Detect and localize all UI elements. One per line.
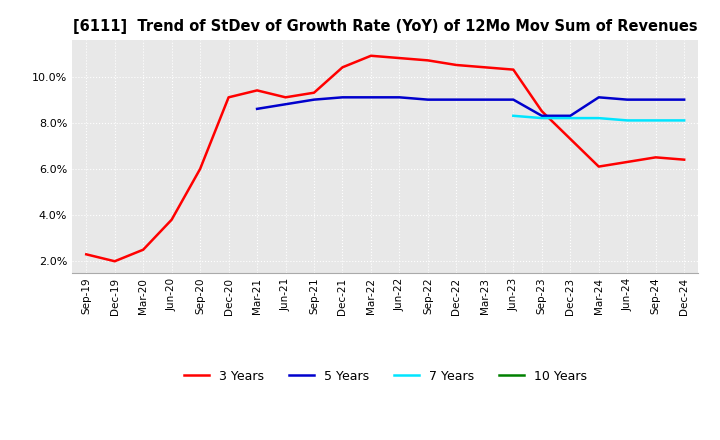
- 3 Years: [338, 65, 347, 70]
- 3 Years: [395, 55, 404, 61]
- 3 Years: [366, 53, 375, 59]
- Line: 5 Years: 5 Years: [257, 97, 684, 116]
- 7 Years: [509, 113, 518, 118]
- 3 Years: [423, 58, 432, 63]
- Line: 7 Years: 7 Years: [513, 116, 684, 121]
- 5 Years: [338, 95, 347, 100]
- 3 Years: [139, 247, 148, 253]
- 3 Years: [82, 252, 91, 257]
- 5 Years: [395, 95, 404, 100]
- 7 Years: [566, 115, 575, 121]
- 5 Years: [680, 97, 688, 102]
- 5 Years: [366, 95, 375, 100]
- 5 Years: [623, 97, 631, 102]
- 3 Years: [480, 65, 489, 70]
- 3 Years: [509, 67, 518, 72]
- 5 Years: [537, 113, 546, 118]
- 3 Years: [595, 164, 603, 169]
- 5 Years: [652, 97, 660, 102]
- Title: [6111]  Trend of StDev of Growth Rate (YoY) of 12Mo Mov Sum of Revenues: [6111] Trend of StDev of Growth Rate (Yo…: [73, 19, 698, 34]
- 3 Years: [680, 157, 688, 162]
- 7 Years: [680, 118, 688, 123]
- 7 Years: [623, 118, 631, 123]
- 7 Years: [652, 118, 660, 123]
- 3 Years: [310, 90, 318, 95]
- 3 Years: [623, 159, 631, 165]
- 3 Years: [537, 109, 546, 114]
- 5 Years: [423, 97, 432, 102]
- 5 Years: [452, 97, 461, 102]
- 5 Years: [310, 97, 318, 102]
- 7 Years: [595, 115, 603, 121]
- 7 Years: [537, 115, 546, 121]
- 3 Years: [110, 259, 119, 264]
- 3 Years: [452, 62, 461, 68]
- 5 Years: [595, 95, 603, 100]
- 3 Years: [167, 217, 176, 222]
- 3 Years: [282, 95, 290, 100]
- Line: 3 Years: 3 Years: [86, 56, 684, 261]
- 3 Years: [196, 166, 204, 172]
- 3 Years: [225, 95, 233, 100]
- 5 Years: [566, 113, 575, 118]
- 3 Years: [253, 88, 261, 93]
- 3 Years: [566, 136, 575, 142]
- 5 Years: [509, 97, 518, 102]
- 3 Years: [652, 155, 660, 160]
- Legend: 3 Years, 5 Years, 7 Years, 10 Years: 3 Years, 5 Years, 7 Years, 10 Years: [179, 365, 592, 388]
- 5 Years: [282, 102, 290, 107]
- 5 Years: [253, 106, 261, 111]
- 5 Years: [480, 97, 489, 102]
